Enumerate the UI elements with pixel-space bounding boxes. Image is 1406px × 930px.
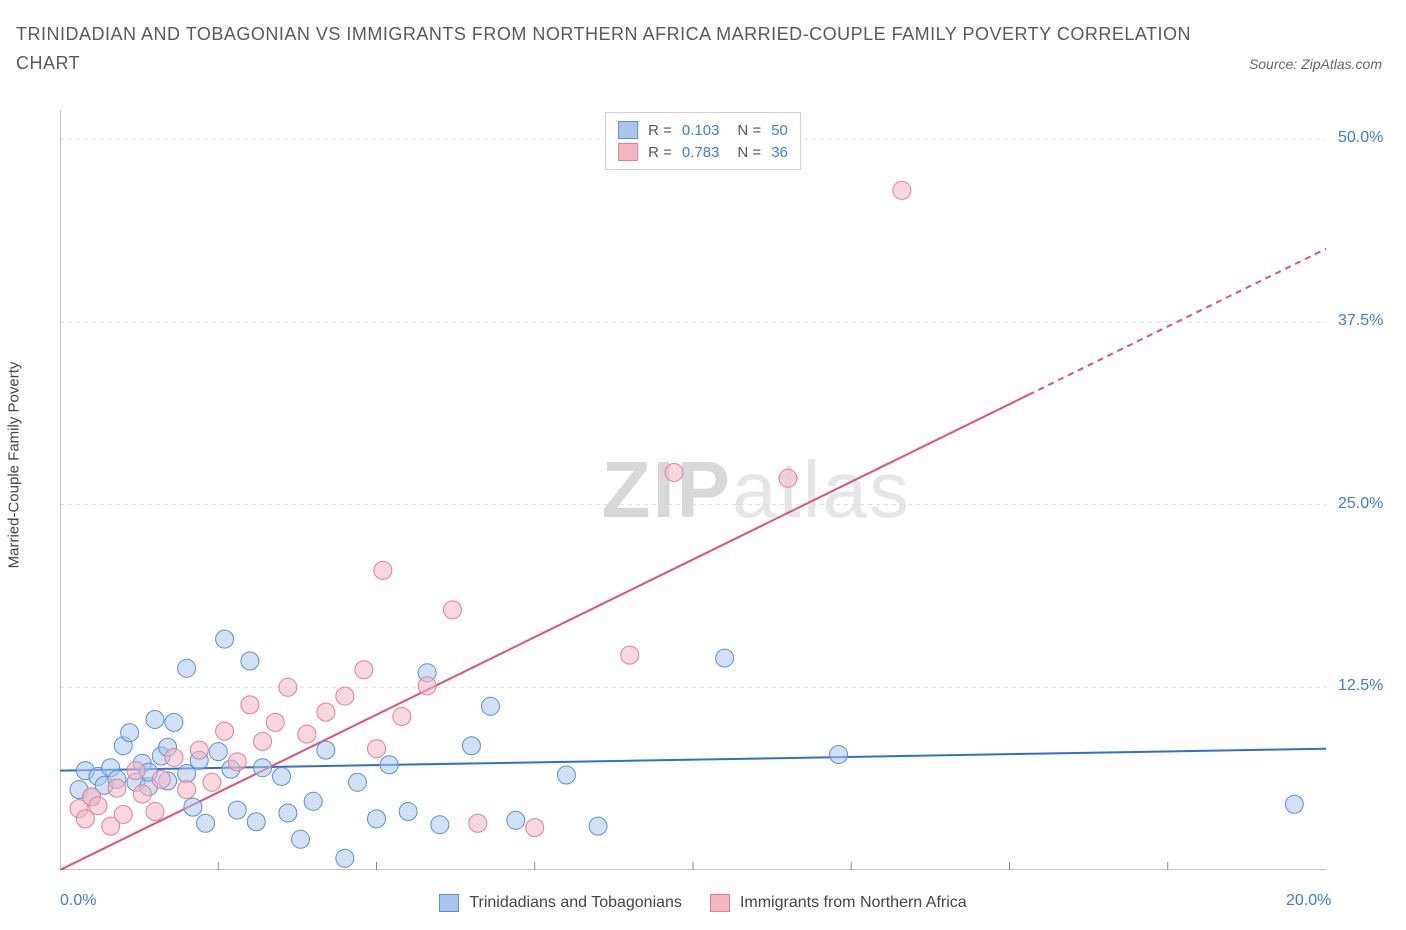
swatch-series-2	[618, 143, 638, 161]
y-tick-label: 50.0%	[1338, 129, 1383, 147]
legend-item: Immigrants from Northern Africa	[710, 894, 967, 912]
chart-plot-area: ZIPatlas	[60, 110, 1326, 870]
y-axis-label: Married-Couple Family Poverty	[6, 362, 23, 569]
stats-row-1: R = 0.103 N = 50	[618, 119, 788, 141]
swatch-icon	[439, 894, 459, 912]
y-tick-label: 37.5%	[1338, 312, 1383, 330]
x-tick-label: 20.0%	[1286, 892, 1331, 910]
swatch-series-1	[618, 121, 638, 139]
chart-title: TRINIDADIAN AND TOBAGONIAN VS IMMIGRANTS…	[16, 20, 1206, 78]
stats-row-2: R = 0.783 N = 36	[618, 141, 788, 163]
source-attribution: Source: ZipAtlas.com	[1249, 56, 1382, 72]
legend-item: Trinidadians and Tobagonians	[439, 894, 682, 912]
stats-legend: R = 0.103 N = 50 R = 0.783 N = 36	[605, 112, 801, 170]
legend-label: Trinidadians and Tobagonians	[469, 894, 682, 912]
legend-label: Immigrants from Northern Africa	[740, 894, 967, 912]
x-tick-label: 0.0%	[60, 892, 96, 910]
y-tick-label: 12.5%	[1338, 677, 1383, 695]
series-legend: Trinidadians and Tobagonians Immigrants f…	[0, 894, 1406, 912]
swatch-icon	[710, 894, 730, 912]
y-tick-label: 25.0%	[1338, 495, 1383, 513]
